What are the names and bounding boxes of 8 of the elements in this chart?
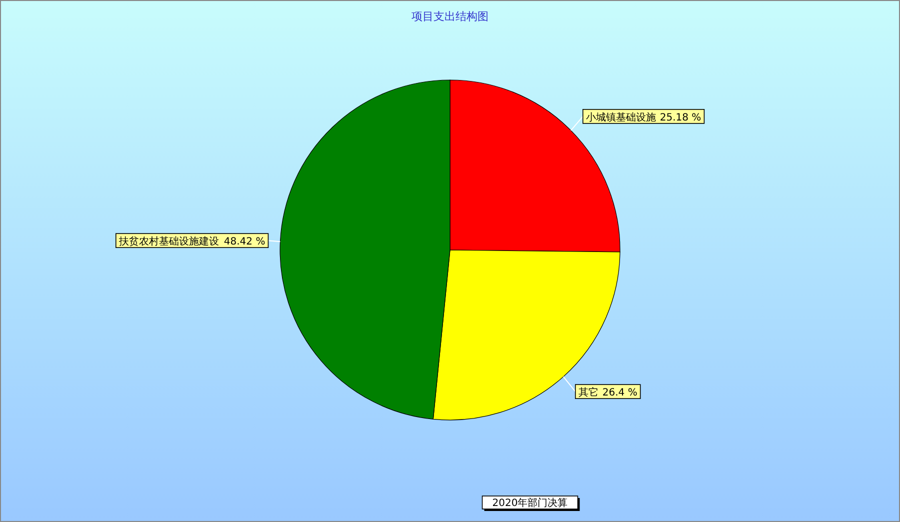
slice-label: 扶贫农村基础设施建设: [118, 236, 219, 248]
slice-label: 小城镇基础设施: [586, 111, 656, 124]
title: 项目支出结构图: [412, 10, 488, 23]
slice-label: 其它: [578, 386, 598, 399]
data-label: 26.4 %: [602, 388, 638, 399]
data-label: 48.42 %: [224, 236, 266, 248]
data-label: 25.18 %: [660, 112, 702, 124]
annotation: 2020年部门决算: [482, 496, 580, 511]
